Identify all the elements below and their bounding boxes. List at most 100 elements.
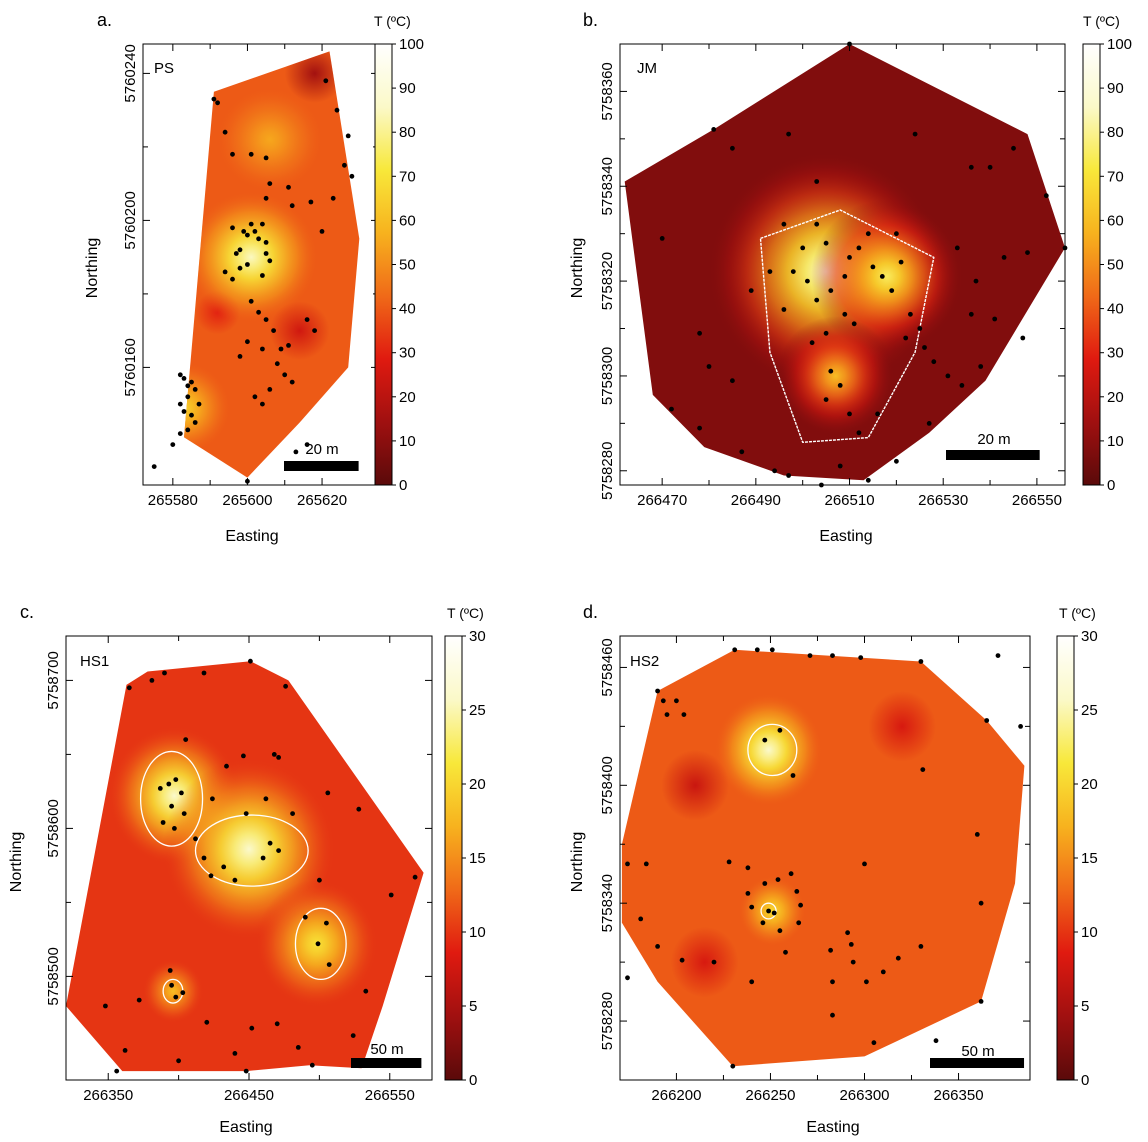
sample-point bbox=[814, 179, 820, 184]
sample-points bbox=[625, 647, 1023, 1069]
sample-point bbox=[323, 78, 329, 84]
hot-zone bbox=[776, 316, 895, 436]
sample-point bbox=[828, 368, 834, 374]
scale-bar bbox=[284, 461, 359, 471]
sample-point bbox=[842, 311, 848, 317]
sample-point bbox=[193, 836, 198, 842]
sample-point bbox=[263, 195, 269, 201]
sample-point bbox=[363, 988, 369, 994]
sample-point bbox=[823, 240, 829, 246]
sample-point bbox=[850, 959, 856, 965]
sample-point bbox=[136, 997, 142, 1003]
y-tick-label: 5758600 bbox=[45, 799, 62, 857]
sample-point bbox=[871, 1040, 877, 1046]
sample-point bbox=[865, 477, 871, 483]
x-tick-label: 266470 bbox=[637, 492, 687, 509]
colorbar-tick-label: 50 bbox=[399, 257, 416, 274]
colorbar-tick-label: 40 bbox=[399, 301, 416, 318]
y-tick-label: 5760200 bbox=[122, 191, 139, 249]
sample-point bbox=[790, 269, 796, 274]
sample-point bbox=[800, 245, 806, 251]
sample-point bbox=[912, 131, 918, 137]
sample-point bbox=[208, 873, 214, 879]
sample-point bbox=[237, 354, 243, 359]
sample-point bbox=[926, 421, 932, 426]
sample-point bbox=[176, 1058, 182, 1064]
sample-point bbox=[204, 1019, 210, 1025]
sample-point bbox=[730, 1063, 736, 1069]
sample-point bbox=[739, 449, 745, 455]
sample-point bbox=[345, 133, 351, 139]
sample-point bbox=[237, 247, 243, 253]
sample-point bbox=[309, 1062, 315, 1068]
panel-c: 266350 266450 266550 5758500 5758600 5758700 0… bbox=[8, 602, 486, 1136]
sample-points bbox=[659, 41, 1068, 488]
sample-point bbox=[894, 231, 899, 237]
site-label: HS2 bbox=[630, 653, 659, 670]
sample-point bbox=[245, 339, 250, 345]
colorbar-tick-label: 20 bbox=[1107, 389, 1124, 406]
colorbar-title: T (ºC) bbox=[1059, 605, 1096, 621]
sample-point bbox=[289, 379, 295, 385]
sample-point bbox=[276, 755, 281, 760]
sample-point bbox=[122, 1048, 128, 1053]
sample-point bbox=[286, 184, 291, 190]
sample-point bbox=[350, 1033, 356, 1038]
sample-point bbox=[274, 361, 280, 367]
sample-point bbox=[293, 449, 299, 455]
sample-point bbox=[856, 245, 862, 251]
sample-point bbox=[260, 346, 265, 352]
sample-point bbox=[814, 221, 820, 227]
sample-point bbox=[875, 411, 880, 417]
sample-point bbox=[862, 861, 867, 867]
scale-bar-label: 20 m bbox=[977, 431, 1010, 448]
sample-point bbox=[847, 411, 852, 417]
sample-point bbox=[1001, 255, 1007, 260]
temperature-map bbox=[624, 44, 1065, 481]
sample-point bbox=[908, 311, 913, 317]
sample-point bbox=[183, 737, 189, 742]
sample-point bbox=[304, 317, 310, 322]
sample-point bbox=[222, 269, 228, 275]
x-tick-label: 266350 bbox=[83, 1087, 133, 1104]
sample-point bbox=[170, 442, 176, 447]
sample-point bbox=[157, 786, 163, 791]
sample-point bbox=[185, 394, 191, 400]
hot-zone bbox=[184, 361, 232, 455]
hot-zone bbox=[216, 86, 324, 193]
sample-point bbox=[149, 678, 155, 683]
cool-zone bbox=[670, 926, 739, 998]
sample-point bbox=[754, 647, 760, 653]
colorbar-tick-label: 15 bbox=[1081, 850, 1098, 867]
sample-point bbox=[177, 372, 183, 378]
sample-point bbox=[798, 902, 803, 908]
sample-point bbox=[1025, 250, 1030, 256]
y-tick-label: 5760240 bbox=[122, 44, 139, 102]
y-tick-label: 5760160 bbox=[122, 338, 139, 396]
sample-point bbox=[162, 670, 167, 676]
hot-zone bbox=[142, 959, 204, 1024]
sample-point bbox=[762, 737, 768, 743]
colorbar-tick-label: 20 bbox=[469, 776, 486, 793]
colorbar-tick-label: 25 bbox=[469, 702, 486, 719]
sample-point bbox=[837, 463, 843, 469]
sample-point bbox=[730, 145, 735, 151]
sample-point bbox=[245, 262, 250, 267]
sample-point bbox=[224, 763, 229, 769]
hot-zone bbox=[714, 693, 823, 807]
sample-point bbox=[974, 832, 980, 837]
sample-point bbox=[248, 658, 253, 664]
y-axis-label: Northing bbox=[8, 832, 25, 892]
sample-point bbox=[730, 378, 735, 384]
y-axis-label: Northing bbox=[569, 238, 586, 298]
sample-point bbox=[263, 251, 269, 256]
x-tick-label: 266490 bbox=[731, 492, 781, 509]
x-tick-label: 266200 bbox=[651, 1087, 701, 1104]
colorbar-tick-label: 10 bbox=[469, 924, 486, 941]
colorbar-tick-label: 0 bbox=[1107, 477, 1115, 494]
sample-point bbox=[260, 273, 265, 278]
colorbar-title: T (ºC) bbox=[374, 13, 411, 29]
sample-point bbox=[1020, 335, 1026, 341]
sample-point bbox=[732, 647, 738, 653]
sample-point bbox=[823, 397, 829, 402]
